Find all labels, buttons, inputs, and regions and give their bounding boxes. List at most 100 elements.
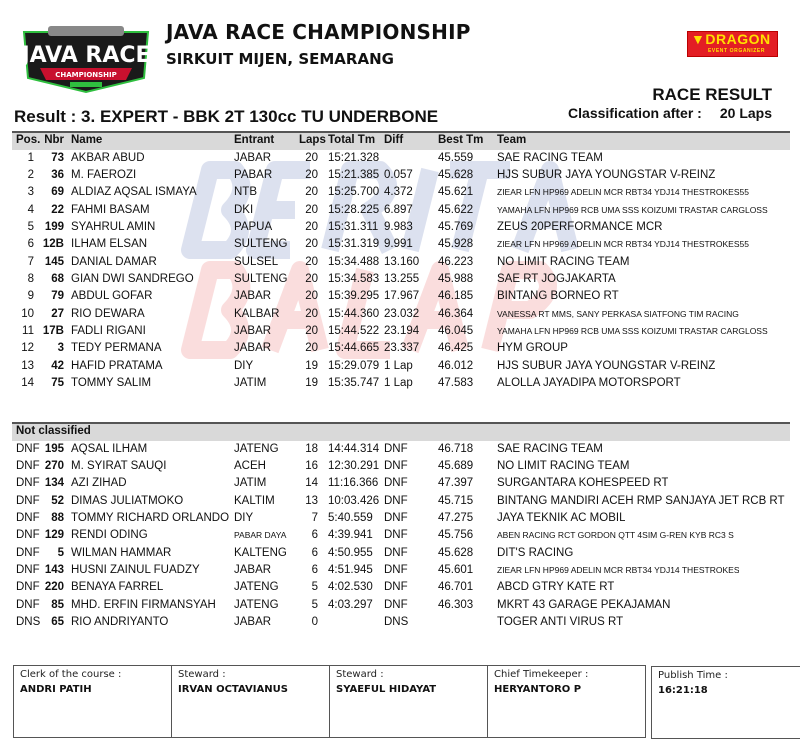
cell-name: WILMAN HAMMAR [71,546,172,559]
col-best: Best Tm [438,134,484,146]
cell-name: TEDY PERMANA [71,342,162,355]
signature-box: Steward : IRVAN OCTAVIANUS [171,665,330,738]
table-row: 9 79 ABDUL GOFAR JABAR 20 15:39.295 17.967 46.1… [0,288,800,305]
cell-best: 46.701 [438,581,474,594]
col-diff: Diff [384,134,404,146]
signature-value: HERYANTORO P [494,684,582,695]
cell-laps: 13 [305,494,318,507]
cell-pos: DNF [16,529,40,542]
table-row: 4 22 FAHMI BASAM DKI 20 15:28.225 6.897 45.622 Y… [0,202,800,219]
cell-name: AQSAL ILHAM [71,442,148,455]
cell-entrant: JABAR [234,290,272,303]
cell-laps: 20 [305,238,318,251]
cell-pos: 1 [27,151,34,164]
event-title: JAVA RACE CHAMPIONSHIP [166,20,471,44]
cell-pos: 6 [27,238,34,251]
cell-laps: 20 [305,290,318,303]
table-row: 5 199 SYAHRUL AMIN PAPUA 20 15:31.311 9.983 45.… [0,219,800,236]
table-row: 7 145 DANIAL DAMAR SULSEL 20 15:34.488 13.160 4… [0,254,800,271]
cell-total: 4:39.941 [328,529,373,542]
cell-entrant: DKI [234,203,254,216]
table-row: DNF 270 M. SYIRAT SAUQI ACEH 16 12:30.291 DNF 4… [0,458,800,475]
cell-name: HUSNI ZAINUL FUADZY [71,563,200,576]
cell-total: 10:03.426 [328,494,380,507]
cell-total: 15:21.385 [328,168,380,181]
cell-total: 15:29.079 [328,359,380,372]
cell-diff: 0.057 [384,168,413,181]
cell-pos: 5 [27,220,34,233]
cell-best: 46.718 [438,442,474,455]
cell-team: SAE RACING TEAM [497,442,603,455]
cell-laps: 20 [305,255,318,268]
cell-laps: 20 [305,342,318,355]
cell-nbr: 5 [57,546,64,559]
cell-diff: 6.897 [384,203,413,216]
signature-value: 16:21:18 [658,685,708,696]
cell-pos: 12 [21,342,34,355]
cell-total: 5:40.559 [328,511,373,524]
cell-best: 45.689 [438,459,474,472]
cell-total: 4:02.530 [328,581,373,594]
table-row: 1 73 AKBAR ABUD JABAR 20 15:21.328 45.559 SAE R… [0,150,800,167]
cell-name: RIO ANDRIYANTO [71,616,169,628]
cell-total: 15:44.360 [328,307,380,320]
cell-diff: DNF [384,494,408,507]
cell-name: RENDI ODING [71,529,148,542]
signature-value: SYAEFUL HIDAYAT [336,684,437,695]
table-row: 2 36 M. FAEROZI PABAR 20 15:21.385 0.057 45.628… [0,167,800,184]
cell-name: MHD. ERFIN FIRMANSYAH [71,598,216,611]
cell-name: M. SYIRAT SAUQI [71,459,167,472]
cell-pos: DNF [16,442,40,455]
cell-pos: 7 [27,255,34,268]
cell-team: ALOLLA JAYADIPA MOTORSPORT [497,377,681,390]
cell-pos: 10 [21,307,34,320]
result-category: Result : 3. EXPERT - BBK 2T 130cc TU UND… [14,107,439,126]
cell-laps: 20 [305,151,318,164]
cell-best: 45.715 [438,494,474,507]
cell-team: VANESSA RT MMS, SANY PERKASA SIATFONG TI… [497,308,739,319]
signature-label: Steward : [178,669,226,680]
cell-best: 47.397 [438,477,474,490]
cell-diff: 1 Lap [384,377,413,390]
cell-entrant: SULSEL [234,255,279,268]
cell-nbr: 88 [51,511,64,524]
cell-best: 45.988 [438,272,474,285]
table-row: DNF 195 AQSAL ILHAM JATENG 18 14:44.314 DNF 46.… [0,441,800,458]
cell-diff: DNF [384,581,408,594]
cell-pos: DNS [16,616,41,628]
table-row: 11 17B FADLI RIGANI JABAR 20 15:44.522 23.194 4… [0,323,800,340]
table-row: DNF 134 AZI ZIHAD JATIM 14 11:16.366 DNF 47.397… [0,475,800,492]
cell-name: RIO DEWARA [71,307,145,320]
cell-best: 47.275 [438,511,474,524]
cell-name: HAFID PRATAMA [71,359,163,372]
cell-name: ILHAM ELSAN [71,238,148,251]
cell-nbr: 199 [44,220,64,233]
cell-best: 46.185 [438,290,474,303]
col-pos: Pos. [16,134,41,146]
cell-entrant: NTB [234,186,257,199]
cell-entrant: JATENG [234,442,279,455]
table-row: DNF 129 RENDI ODING PABAR DAYA 6 4:39.941 DNF 4… [0,527,800,544]
cell-nbr: 270 [44,459,64,472]
cell-diff: DNF [384,442,408,455]
cell-diff: 23.337 [384,342,420,355]
table-row: 8 68 GIAN DWI SANDREGO SULTENG 20 15:34.583 13… [0,271,800,288]
cell-total: 15:31.319 [328,238,380,251]
cell-entrant: ACEH [234,459,266,472]
cell-diff: 9.991 [384,238,413,251]
cell-best: 46.223 [438,255,474,268]
cell-best: 45.559 [438,151,474,164]
cell-diff: 17.967 [384,290,420,303]
cell-diff: DNF [384,459,408,472]
cell-total: 15:35.747 [328,377,380,390]
cell-laps: 19 [305,377,318,390]
cell-entrant: PABAR [234,168,273,181]
cell-best: 46.425 [438,342,474,355]
cell-entrant: JATENG [234,581,279,594]
cell-total: 15:44.522 [328,325,380,337]
cell-pos: DNF [16,598,40,611]
cell-nbr: 195 [44,442,64,455]
cell-name: ABDUL GOFAR [71,290,153,303]
cell-entrant: JATIM [234,377,267,390]
col-total: Total Tm [328,134,376,146]
